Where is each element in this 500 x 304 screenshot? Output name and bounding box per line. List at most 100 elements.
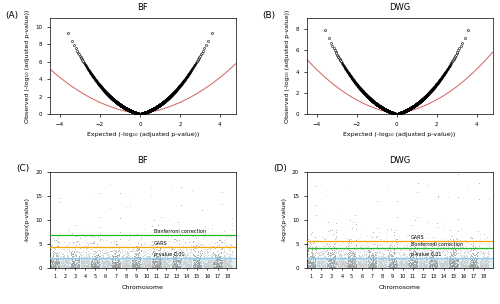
Point (102, 264, 110, 269)
Point (220, 258, 228, 263)
Point (421, 263, 429, 268)
Point (478, 263, 486, 268)
Point (194, 254, 202, 259)
Point (182, 259, 190, 264)
Point (359, 265, 367, 270)
Point (190, 263, 198, 268)
Point (415, 260, 423, 265)
Point (352, 261, 360, 265)
Point (303, 259, 311, 264)
Point (410, 236, 418, 241)
Point (192, 256, 200, 261)
Point (103, 261, 111, 266)
Point (194, 244, 202, 249)
Point (476, 264, 484, 269)
Point (144, 256, 152, 261)
Point (156, 257, 164, 262)
Point (183, 262, 191, 267)
Point (412, 264, 420, 269)
Point (445, 264, 453, 269)
Point (484, 242, 492, 247)
Point (314, 258, 322, 263)
Point (334, 255, 342, 260)
Point (200, 256, 207, 261)
Point (122, 255, 130, 260)
Point (350, 262, 358, 267)
Point (143, 257, 151, 262)
Point (87, 262, 95, 267)
Point (124, 263, 132, 268)
Point (110, 256, 118, 261)
Point (162, 255, 170, 260)
Point (360, 253, 368, 257)
Point (195, 264, 203, 269)
Point (214, 261, 222, 266)
Point (158, 256, 166, 261)
Point (311, 259, 319, 264)
Point (157, 215, 165, 220)
Point (478, 264, 486, 269)
Point (152, 261, 160, 266)
Point (159, 256, 167, 261)
Point (121, 249, 129, 254)
Point (120, 264, 128, 269)
Point (210, 260, 218, 264)
Point (418, 263, 426, 268)
Point (332, 263, 340, 268)
Point (462, 251, 469, 256)
Point (326, 261, 334, 266)
Point (102, 262, 110, 267)
Point (115, 248, 123, 253)
Point (464, 264, 472, 268)
Point (304, 265, 312, 270)
Point (120, 262, 128, 267)
Point (448, 253, 456, 258)
Point (210, 250, 218, 255)
Point (191, 261, 199, 265)
Point (130, 255, 138, 260)
Point (84, 253, 92, 258)
Point (427, 256, 435, 261)
Point (160, 257, 168, 262)
Point (364, 255, 372, 260)
Point (72, 261, 80, 266)
Point (447, 247, 455, 252)
Point (180, 241, 188, 246)
Point (50, 261, 58, 266)
Point (308, 250, 316, 254)
Point (309, 263, 317, 268)
Point (398, 262, 406, 267)
Point (410, 245, 418, 250)
Point (74, 254, 82, 259)
Point (466, 253, 474, 258)
Point (140, 257, 148, 262)
Point (352, 262, 360, 267)
Point (186, 264, 194, 269)
Point (124, 255, 132, 260)
Point (102, 264, 110, 269)
Point (164, 263, 172, 268)
Point (392, 264, 400, 269)
Point (448, 264, 456, 269)
Point (61, 264, 69, 269)
Point (67, 264, 75, 269)
Point (138, 258, 146, 263)
Point (168, 261, 176, 265)
Point (77, 255, 85, 260)
Point (334, 265, 342, 270)
Point (54, 233, 62, 237)
Point (323, 247, 331, 252)
Point (120, 261, 128, 265)
Point (86, 254, 94, 258)
Point (462, 246, 470, 251)
Point (164, 259, 172, 264)
Point (212, 260, 220, 265)
Point (406, 248, 414, 253)
Point (90, 264, 98, 269)
Point (448, 262, 456, 267)
Point (68, 261, 76, 265)
Point (70, 258, 78, 263)
Point (172, 249, 180, 254)
Point (130, 262, 138, 267)
Point (101, 263, 109, 268)
